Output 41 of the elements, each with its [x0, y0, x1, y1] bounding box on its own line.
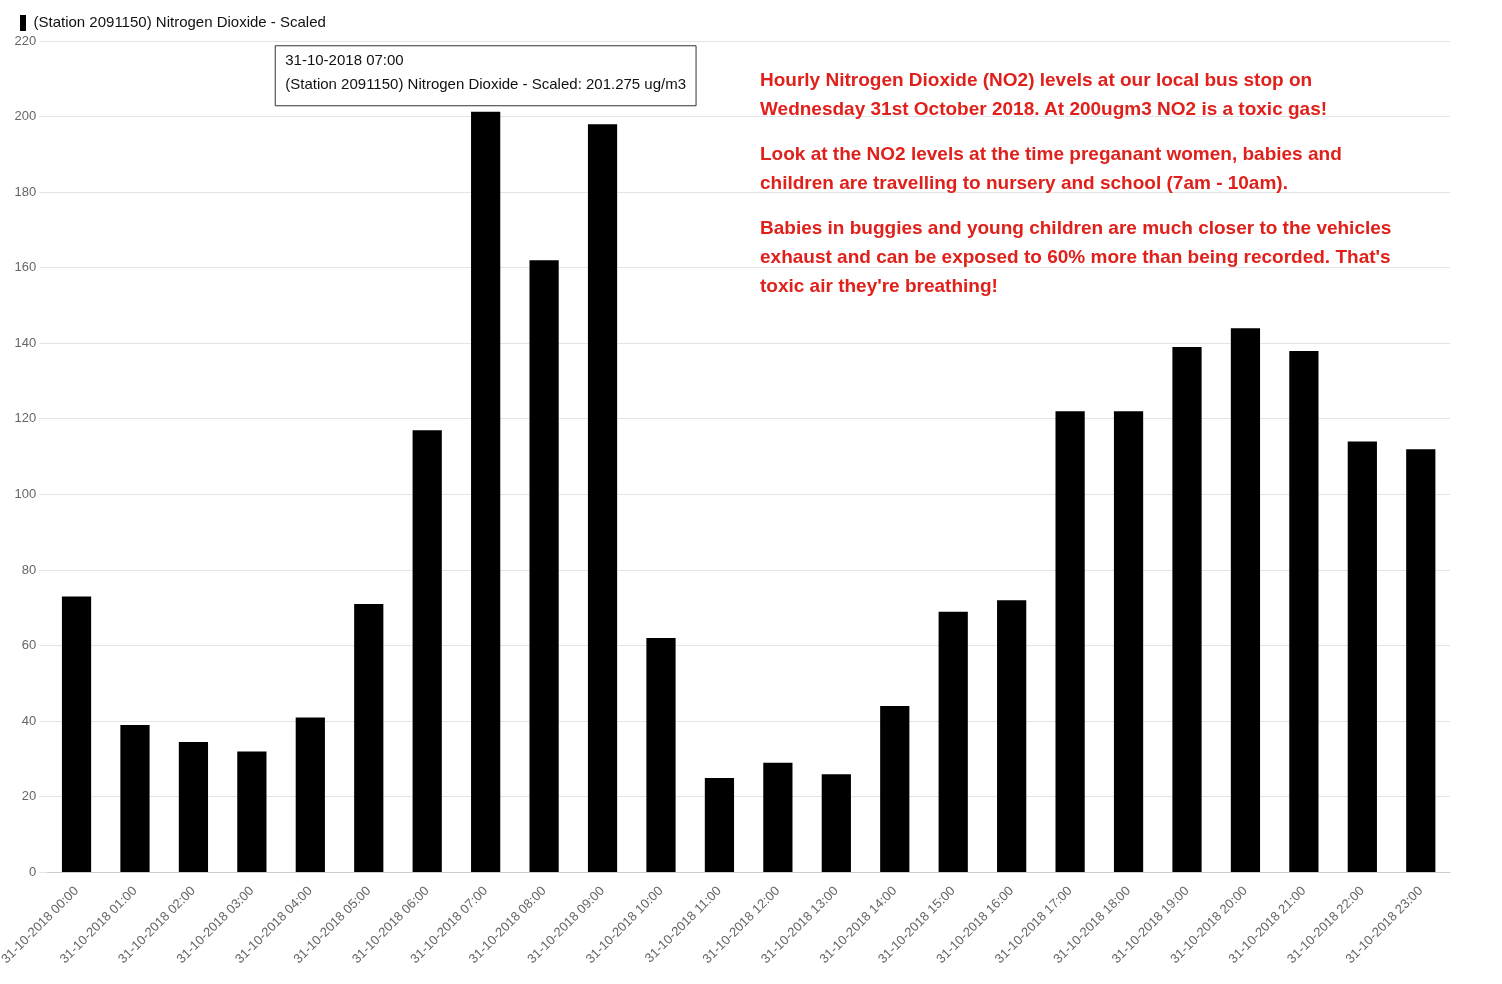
bar: [412, 430, 442, 872]
bar: [997, 600, 1027, 872]
legend-label: (Station 2091150) Nitrogen Dioxide - Scaled: [33, 13, 326, 31]
y-tick-label: 20: [21, 788, 37, 804]
bar: [1347, 441, 1377, 872]
bar: [1406, 449, 1436, 872]
y-tick-label: 40: [21, 712, 37, 728]
bar: [178, 742, 209, 872]
bar: [1055, 411, 1085, 872]
bar: [938, 611, 968, 872]
y-tick-label: 0: [29, 863, 37, 879]
bar: [587, 124, 618, 872]
bar: [295, 717, 325, 872]
bar: [529, 260, 559, 872]
bar: [1289, 350, 1319, 872]
y-tick-label: 60: [21, 637, 37, 653]
bar: [1230, 328, 1261, 872]
bar: [704, 777, 735, 872]
y-tick-label: 160: [14, 259, 37, 275]
y-tick-label: 80: [21, 561, 37, 577]
bar: [821, 774, 851, 872]
y-tick-label: 140: [14, 334, 37, 350]
bar: [880, 706, 910, 872]
y-tick-label: 100: [14, 486, 37, 502]
y-tick-label: 200: [14, 108, 37, 124]
bar: [763, 762, 793, 872]
bar: [471, 111, 501, 872]
bar: [1113, 411, 1144, 872]
bar: [120, 725, 150, 872]
y-tick-label: 220: [14, 32, 37, 48]
annotation: 31-10-2018 07:00 (Station 2091150) Nitrogen Dioxide - Scaled: 201.275 ug/m3: [285, 51, 687, 93]
bar: [354, 604, 384, 872]
annotation: Hourly Nitrogen Dioxide (NO2) levels at our local bus stop on Wednesday 31st October 2018. At 200ugm3 NO2 is a toxic gas!: [760, 68, 1328, 119]
bar: [1172, 347, 1202, 872]
y-tick-label: 180: [14, 183, 37, 199]
bar: [237, 751, 267, 872]
annotation: Look at the NO2 levels at the time preganant women, babies and children are travelling to nursery and school (7am - 10am).: [760, 142, 1342, 193]
y-tick-label: 120: [14, 410, 37, 426]
bar: [61, 596, 92, 872]
bar: [646, 638, 676, 872]
annotation: Babies in buggies and young children are much closer to the vehicles exhaust and can be exposed to 60% more than being recorded. That's toxic air they're breathing!: [760, 216, 1392, 296]
